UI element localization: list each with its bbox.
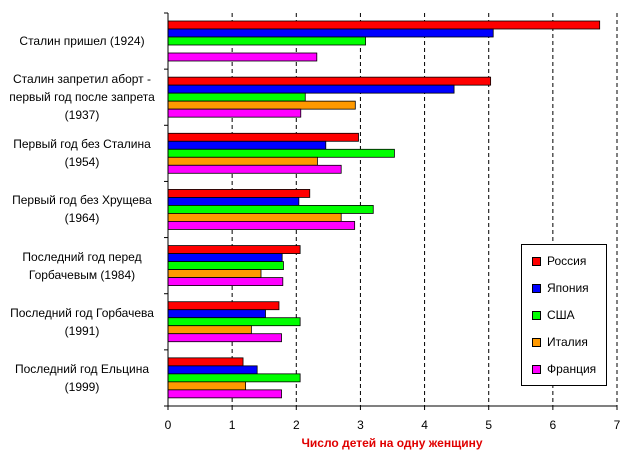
bar	[167, 373, 301, 383]
category-label-line: Последний год Горбачева	[10, 305, 154, 320]
legend-swatch	[532, 283, 541, 293]
legend: Россия Япония США Италия Франция	[521, 244, 607, 386]
category-label-line: (1999)	[64, 379, 100, 394]
bar	[167, 309, 266, 319]
bar	[167, 20, 601, 30]
category-label-line: Последний год перед	[22, 249, 142, 264]
legend-swatch	[532, 310, 541, 320]
bar	[167, 221, 356, 230]
bar	[167, 261, 284, 270]
bar	[167, 108, 302, 118]
bar	[167, 140, 327, 150]
legend-label: Россия	[547, 254, 587, 268]
legend-item: Япония	[532, 281, 589, 295]
bar	[167, 132, 359, 142]
bar	[167, 205, 374, 214]
category-label-line: первый год после запрета	[9, 90, 155, 105]
category-label-line: Первый год без Хрущева	[12, 193, 152, 208]
x-tick-label: 0	[164, 418, 172, 432]
bar	[167, 213, 342, 222]
bar	[167, 253, 283, 262]
legend-label: Франция	[547, 362, 597, 376]
bar	[167, 381, 247, 391]
bar	[167, 333, 282, 343]
category-label-line: (1964)	[64, 211, 100, 226]
x-tick-label: 5	[485, 418, 493, 432]
category-label-line: (1937)	[64, 108, 100, 123]
legend-swatch	[532, 337, 541, 347]
legend-item: Италия	[532, 335, 588, 349]
legend-item: Франция	[532, 362, 596, 376]
bar	[167, 189, 311, 198]
x-tick-label: 4	[421, 418, 428, 432]
bar	[167, 164, 342, 174]
x-tick-label: 2	[292, 418, 300, 432]
category-label: Последний год Ельцина (1999)	[2, 360, 162, 396]
bar	[167, 28, 494, 38]
x-tick-label: 7	[613, 418, 621, 432]
bar	[167, 92, 306, 102]
x-tick-label: 1	[228, 418, 236, 432]
bar	[167, 52, 318, 62]
bar	[167, 36, 366, 46]
bar	[167, 245, 301, 254]
bar	[167, 269, 262, 278]
bar	[167, 148, 395, 158]
legend-swatch	[532, 256, 541, 266]
bar	[167, 301, 280, 311]
category-label-line: Первый год без Сталина	[13, 137, 151, 152]
bar	[167, 357, 244, 367]
category-label-line: Горбачевым (1984)	[28, 267, 136, 282]
category-label: Сталин пришел (1924)	[2, 32, 162, 50]
legend-item: США	[532, 308, 575, 322]
category-label: Сталин запретил аборт - первый год после …	[2, 70, 162, 124]
bar	[167, 325, 252, 335]
x-axis-label: Число детей на одну женщину	[301, 436, 483, 450]
bar	[167, 317, 301, 327]
category-label: Последний год Горбачева (1991)	[2, 304, 162, 340]
bar	[167, 156, 318, 166]
x-tick-label: 3	[357, 418, 364, 432]
bar	[167, 389, 282, 399]
category-label-line: Сталин запретил аборт -	[13, 72, 151, 87]
legend-label: Япония	[547, 281, 589, 295]
bar	[167, 100, 356, 110]
x-tick-label: 6	[549, 418, 557, 432]
category-label-line: Сталин пришел (1924)	[19, 34, 145, 48]
category-label: Первый год без Хрущева (1964)	[2, 191, 162, 227]
category-label-line: Последний год Ельцина	[14, 361, 150, 376]
legend-swatch	[532, 364, 541, 374]
bar	[167, 197, 300, 206]
category-label-line: (1991)	[64, 323, 100, 338]
legend-label: США	[547, 308, 575, 322]
bar	[167, 84, 455, 94]
bar	[167, 365, 258, 375]
bar	[167, 76, 492, 86]
legend-label: Италия	[547, 335, 588, 349]
category-label: Первый год без Сталина (1954)	[2, 135, 162, 171]
category-label: Последний год перед Горбачевым (1984)	[2, 248, 162, 284]
legend-item: Россия	[532, 254, 586, 268]
category-label-line: (1954)	[64, 155, 100, 170]
bar	[167, 277, 284, 286]
